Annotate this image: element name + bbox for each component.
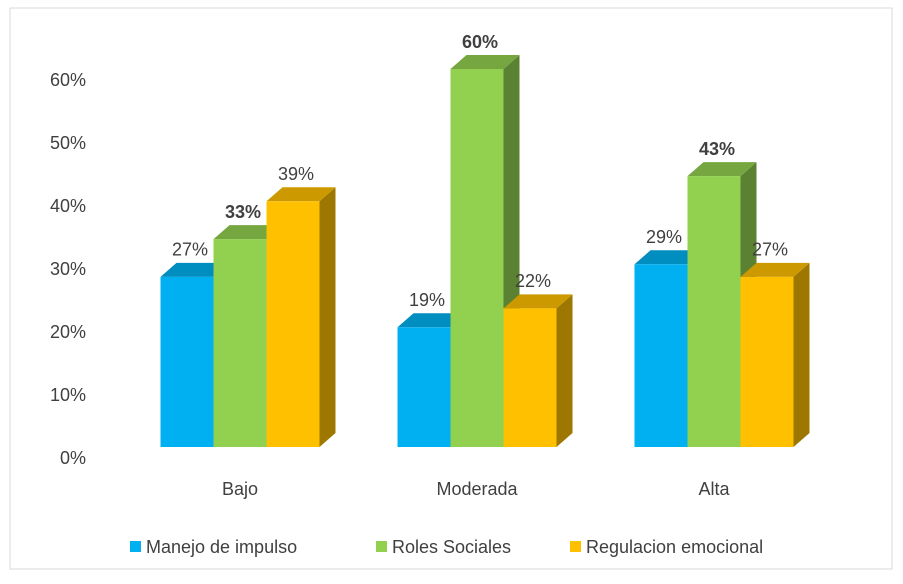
bar — [266, 201, 320, 447]
y-tick-label: 40% — [50, 196, 86, 216]
legend-label: Regulacion emocional — [586, 537, 763, 557]
data-label: 27% — [752, 240, 788, 260]
x-tick-label: Moderada — [436, 479, 518, 499]
legend-label: Roles Sociales — [392, 537, 511, 557]
bar-top — [740, 262, 810, 277]
bar — [740, 276, 794, 447]
y-tick-label: 50% — [50, 133, 86, 153]
data-label: 19% — [409, 290, 445, 310]
x-tick-label: Alta — [698, 479, 730, 499]
bar — [634, 264, 688, 447]
bar-top — [450, 55, 520, 69]
legend-swatch — [570, 541, 581, 552]
y-tick-label: 20% — [50, 322, 86, 342]
bar — [450, 69, 504, 447]
bar-top — [634, 250, 704, 265]
data-label: 29% — [646, 227, 682, 247]
y-tick-label: 0% — [60, 448, 86, 468]
bar-top — [503, 294, 573, 309]
data-label: 33% — [225, 202, 261, 222]
bar-top — [160, 262, 230, 277]
data-label: 43% — [699, 139, 735, 159]
bar-top — [687, 162, 757, 177]
y-tick-label: 60% — [50, 70, 86, 90]
data-label: 39% — [278, 164, 314, 184]
data-label: 22% — [515, 271, 551, 291]
legend-swatch — [376, 541, 387, 552]
bar-top — [213, 225, 283, 240]
bar-side — [793, 262, 810, 447]
bar-top — [397, 313, 467, 328]
y-tick-label: 30% — [50, 259, 86, 279]
bar-side — [556, 294, 573, 447]
bar — [397, 327, 451, 447]
bar-side — [319, 187, 336, 448]
legend-label: Manejo de impulso — [146, 537, 297, 557]
bar — [503, 308, 557, 447]
y-tick-label: 10% — [50, 385, 86, 405]
bar — [160, 276, 214, 447]
data-label: 60% — [462, 32, 498, 52]
x-tick-label: Bajo — [222, 479, 258, 499]
bar-top — [266, 187, 336, 202]
legend-swatch — [130, 541, 141, 552]
bar — [687, 176, 741, 447]
bar — [213, 239, 267, 447]
data-label: 27% — [172, 240, 208, 260]
